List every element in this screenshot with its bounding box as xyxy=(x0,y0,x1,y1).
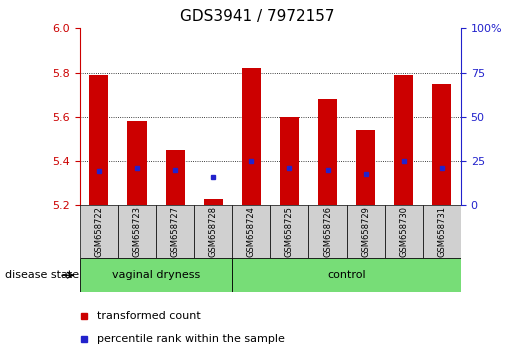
Bar xyxy=(232,258,461,292)
Text: GSM658722: GSM658722 xyxy=(94,206,104,257)
Bar xyxy=(280,117,299,205)
Text: GSM658726: GSM658726 xyxy=(323,206,332,257)
Text: GSM658723: GSM658723 xyxy=(132,206,142,257)
Text: GSM658725: GSM658725 xyxy=(285,206,294,257)
Text: GSM658731: GSM658731 xyxy=(437,206,447,257)
Bar xyxy=(232,205,270,258)
Bar xyxy=(128,121,147,205)
Bar xyxy=(80,258,232,292)
Bar xyxy=(356,130,375,205)
Bar xyxy=(80,205,118,258)
Bar xyxy=(423,205,461,258)
Bar xyxy=(194,205,232,258)
Bar xyxy=(204,199,223,205)
Text: GSM658724: GSM658724 xyxy=(247,206,256,257)
Bar xyxy=(156,205,194,258)
Text: control: control xyxy=(328,270,366,280)
Text: GSM658730: GSM658730 xyxy=(399,206,408,257)
Text: disease state: disease state xyxy=(5,270,79,280)
Text: percentile rank within the sample: percentile rank within the sample xyxy=(97,334,285,344)
Bar xyxy=(270,205,308,258)
Text: GSM658728: GSM658728 xyxy=(209,206,218,257)
Text: GSM658729: GSM658729 xyxy=(361,206,370,257)
Bar xyxy=(433,84,451,205)
Bar xyxy=(166,150,185,205)
Bar xyxy=(318,99,337,205)
Bar xyxy=(118,205,156,258)
Text: transformed count: transformed count xyxy=(97,311,201,321)
Text: vaginal dryness: vaginal dryness xyxy=(112,270,200,280)
Text: GSM658727: GSM658727 xyxy=(170,206,180,257)
Bar xyxy=(242,68,261,205)
Bar xyxy=(385,205,423,258)
Bar xyxy=(347,205,385,258)
Text: GDS3941 / 7972157: GDS3941 / 7972157 xyxy=(180,9,335,24)
Bar xyxy=(394,75,414,205)
Bar xyxy=(308,205,347,258)
Bar xyxy=(90,75,109,205)
